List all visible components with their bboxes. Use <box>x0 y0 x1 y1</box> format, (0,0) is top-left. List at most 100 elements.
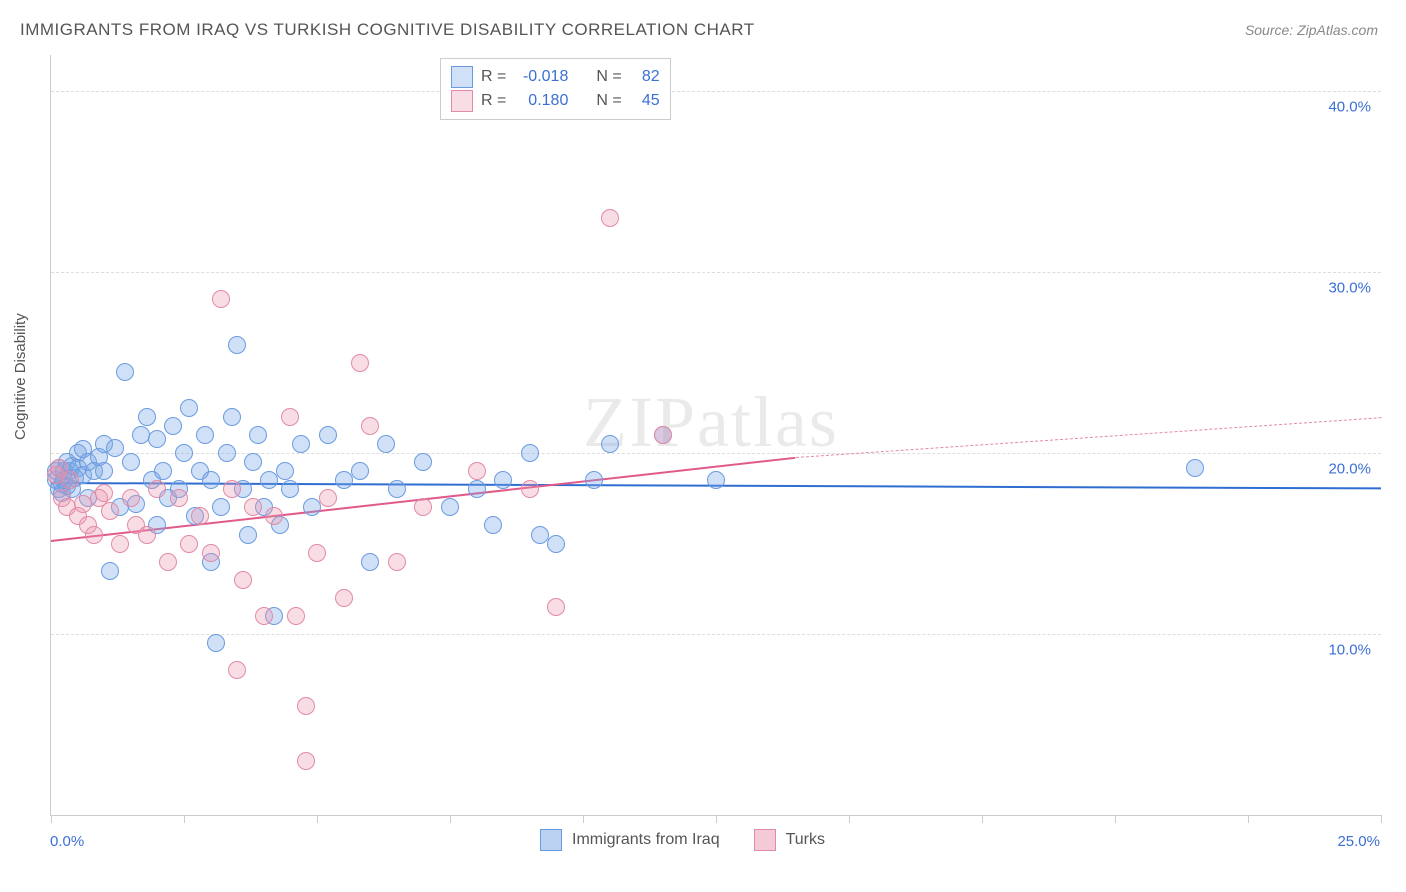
r-label: R = <box>481 92 506 110</box>
data-point <box>468 480 486 498</box>
data-point <box>191 507 209 525</box>
data-point <box>218 444 236 462</box>
data-point <box>351 462 369 480</box>
data-point <box>148 430 166 448</box>
data-point <box>180 399 198 417</box>
watermark: ZIPatlas <box>583 381 839 464</box>
data-point <box>297 697 315 715</box>
data-point <box>159 553 177 571</box>
data-point <box>287 607 305 625</box>
x-tick <box>1381 815 1382 823</box>
data-point <box>207 634 225 652</box>
data-point <box>303 498 321 516</box>
data-point <box>111 535 129 553</box>
data-point <box>101 502 119 520</box>
data-point <box>132 426 150 444</box>
data-point <box>601 209 619 227</box>
data-point <box>239 526 257 544</box>
data-point <box>255 607 273 625</box>
data-point <box>244 498 262 516</box>
data-point <box>61 471 79 489</box>
y-tick-label: 20.0% <box>1328 461 1371 478</box>
x-tick <box>716 815 717 823</box>
source-attribution: Source: ZipAtlas.com <box>1245 22 1378 38</box>
x-label-min: 0.0% <box>50 833 84 850</box>
data-point <box>138 408 156 426</box>
data-point <box>468 462 486 480</box>
data-point <box>388 480 406 498</box>
y-tick-label: 40.0% <box>1328 99 1371 116</box>
data-point <box>308 544 326 562</box>
data-point <box>212 498 230 516</box>
y-tick-label: 30.0% <box>1328 280 1371 297</box>
data-point <box>202 544 220 562</box>
data-point <box>95 484 113 502</box>
gridline <box>51 634 1381 635</box>
series-swatch <box>451 90 473 112</box>
data-point <box>521 444 539 462</box>
data-point <box>122 489 140 507</box>
data-point <box>441 498 459 516</box>
n-value: 45 <box>630 92 660 110</box>
data-point <box>547 535 565 553</box>
x-tick <box>982 815 983 823</box>
data-point <box>335 471 353 489</box>
x-tick <box>51 815 52 823</box>
data-point <box>228 336 246 354</box>
gridline <box>51 272 1381 273</box>
data-point <box>414 453 432 471</box>
data-point <box>202 471 220 489</box>
data-point <box>351 354 369 372</box>
data-point <box>85 526 103 544</box>
legend-swatch <box>754 829 776 851</box>
data-point <box>196 426 214 444</box>
data-point <box>1186 459 1204 477</box>
data-point <box>244 453 262 471</box>
x-tick <box>184 815 185 823</box>
gridline <box>51 91 1381 92</box>
legend-swatch <box>540 829 562 851</box>
data-point <box>223 408 241 426</box>
n-label: N = <box>596 92 621 110</box>
r-value: -0.018 <box>514 68 568 86</box>
data-point <box>585 471 603 489</box>
data-point <box>297 752 315 770</box>
x-label-max: 25.0% <box>1337 833 1380 850</box>
y-tick-label: 10.0% <box>1328 642 1371 659</box>
data-point <box>361 417 379 435</box>
x-tick <box>1115 815 1116 823</box>
x-tick <box>317 815 318 823</box>
data-point <box>494 471 512 489</box>
data-point <box>164 417 182 435</box>
data-point <box>148 480 166 498</box>
series-swatch <box>451 66 473 88</box>
data-point <box>122 453 140 471</box>
data-point <box>249 426 267 444</box>
correlation-stats-box: R = -0.018 N = 82 R = 0.180 N = 45 <box>440 58 671 120</box>
data-point <box>319 489 337 507</box>
data-point <box>521 480 539 498</box>
legend: Immigrants from IraqTurks <box>540 829 849 851</box>
data-point <box>228 661 246 679</box>
x-tick <box>450 815 451 823</box>
x-tick <box>849 815 850 823</box>
data-point <box>265 507 283 525</box>
data-point <box>601 435 619 453</box>
x-tick <box>1248 815 1249 823</box>
legend-label: Turks <box>786 831 825 849</box>
data-point <box>138 526 156 544</box>
data-point <box>234 571 252 589</box>
r-value: 0.180 <box>514 92 568 110</box>
data-point <box>281 480 299 498</box>
data-point <box>335 589 353 607</box>
n-label: N = <box>596 68 621 86</box>
data-point <box>377 435 395 453</box>
r-label: R = <box>481 68 506 86</box>
data-point <box>292 435 310 453</box>
data-point <box>484 516 502 534</box>
n-value: 82 <box>630 68 660 86</box>
y-axis-title: Cognitive Disability <box>12 313 29 440</box>
data-point <box>106 439 124 457</box>
data-point <box>101 562 119 580</box>
x-tick <box>583 815 584 823</box>
